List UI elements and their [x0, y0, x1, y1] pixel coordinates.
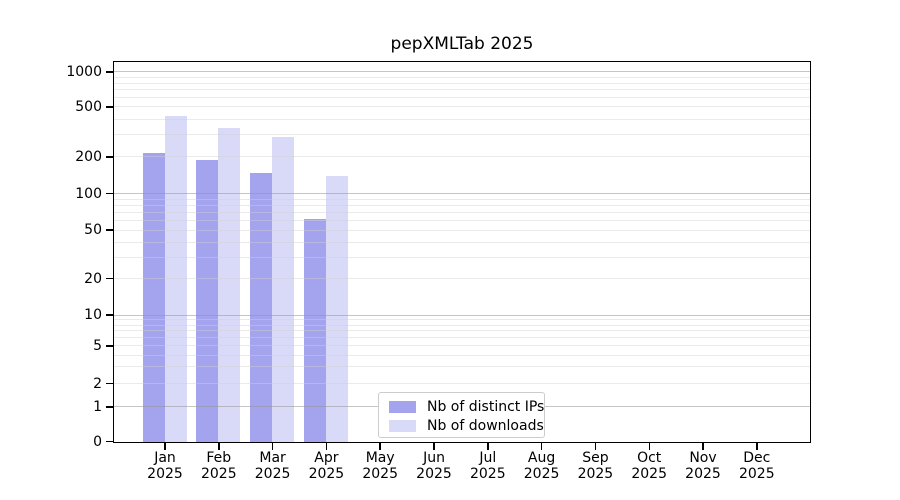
bar-feb-distinct-ips — [196, 160, 219, 442]
y-tick — [106, 440, 114, 443]
legend-row: Nb of downloads — [389, 416, 544, 435]
y-tick-label: 50 — [84, 222, 102, 239]
plot-area — [113, 61, 811, 443]
gridline — [114, 97, 810, 99]
gridline — [114, 71, 810, 73]
y-tick — [106, 229, 114, 231]
y-tick-label: 500 — [75, 98, 102, 115]
legend-label: Nb of distinct IPs — [427, 398, 545, 415]
bar-mar-distinct-ips — [250, 172, 273, 442]
legend: Nb of distinct IPs Nb of downloads — [378, 392, 545, 438]
bar-apr-distinct-ips — [303, 219, 326, 442]
x-tick-label-jun: Jun 2025 — [416, 450, 452, 482]
gridline — [114, 204, 810, 206]
x-tick — [271, 443, 274, 450]
gridline — [114, 319, 810, 321]
x-tick — [540, 443, 543, 450]
x-tick — [702, 443, 704, 450]
x-tick — [648, 443, 650, 450]
x-tick-label-jan: Jan 2025 — [147, 450, 183, 482]
bar-mar-downloads — [272, 137, 295, 442]
gridline — [114, 76, 810, 78]
gridline — [114, 156, 810, 158]
y-tick — [106, 156, 114, 158]
gridline — [114, 314, 810, 316]
y-tick — [106, 71, 114, 73]
x-tick-label-nov: Nov 2025 — [685, 450, 721, 482]
y-tick — [106, 345, 114, 347]
gridline — [114, 337, 810, 339]
x-tick — [164, 443, 166, 450]
legend-swatch-downloads — [389, 419, 416, 432]
x-tick — [325, 443, 328, 450]
gridline — [114, 345, 810, 347]
gridline — [114, 82, 810, 84]
x-tick-label-jul: Jul 2025 — [469, 450, 506, 482]
y-tick-label: 10 — [84, 307, 102, 324]
x-tick — [487, 443, 489, 450]
legend-row: Nb of distinct IPs — [389, 397, 544, 416]
y-tick — [106, 406, 114, 408]
y-tick-label: 100 — [75, 185, 102, 202]
y-tick — [106, 106, 114, 108]
gridline — [114, 330, 810, 332]
gridline — [114, 278, 810, 279]
x-tick-label-sep: Sep 2025 — [577, 450, 614, 482]
y-tick-label: 1 — [93, 398, 102, 415]
gridline — [114, 324, 810, 326]
x-tick-label-may: May 2025 — [362, 450, 398, 482]
gridline — [114, 198, 810, 200]
gridline — [114, 118, 810, 120]
gridline — [114, 193, 810, 194]
y-tick-label: 1000 — [66, 63, 102, 80]
y-tick — [106, 192, 114, 195]
gridline — [114, 241, 810, 243]
bar-apr-downloads — [325, 176, 348, 442]
chart-title: pepXMLTab 2025 — [390, 34, 534, 54]
x-tick — [756, 443, 758, 450]
gridline — [114, 89, 810, 91]
gridline — [114, 383, 810, 384]
legend-label: Nb of downloads — [427, 417, 544, 434]
x-tick — [218, 443, 220, 450]
x-tick-label-apr: Apr 2025 — [308, 450, 345, 482]
x-tick-label-feb: Feb 2025 — [200, 450, 237, 482]
x-tick — [379, 443, 381, 450]
x-tick-label-aug: Aug 2025 — [523, 450, 560, 482]
y-tick-label: 20 — [84, 270, 102, 287]
y-tick-label: 2 — [93, 375, 102, 392]
y-tick — [106, 277, 114, 280]
gridline — [114, 229, 810, 231]
y-tick-label: 5 — [93, 337, 102, 354]
y-tick-label: 0 — [93, 433, 102, 450]
x-tick — [594, 443, 597, 450]
x-tick — [433, 443, 435, 450]
y-tick — [106, 382, 114, 385]
gridline — [114, 256, 810, 258]
gridline — [114, 366, 810, 368]
x-tick-label-dec: Dec 2025 — [738, 450, 775, 482]
gridline — [114, 211, 810, 213]
x-tick-label-oct: Oct 2025 — [631, 450, 667, 482]
gridline — [114, 106, 810, 108]
gridline — [114, 354, 810, 356]
y-tick-label: 200 — [75, 148, 102, 165]
bar-jan-distinct-ips — [142, 153, 165, 442]
bar-jan-downloads — [164, 115, 187, 442]
x-tick-label-mar: Mar 2025 — [254, 450, 291, 482]
gridline — [114, 220, 810, 221]
legend-swatch-distinct-ips — [389, 400, 416, 413]
gridline — [114, 134, 810, 136]
y-tick — [106, 314, 114, 316]
bar-feb-downloads — [218, 128, 241, 442]
